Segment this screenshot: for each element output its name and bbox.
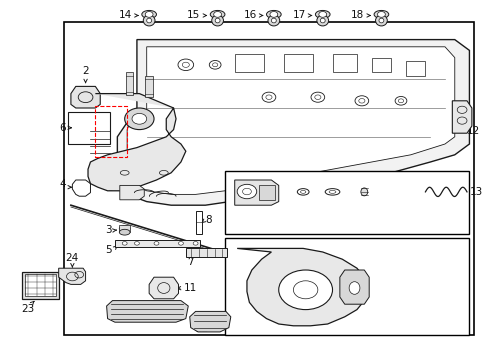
Text: 18: 18 bbox=[350, 10, 364, 21]
Circle shape bbox=[318, 12, 326, 17]
Circle shape bbox=[237, 184, 256, 199]
Polygon shape bbox=[120, 185, 144, 200]
Polygon shape bbox=[189, 311, 230, 332]
Circle shape bbox=[145, 12, 153, 17]
Text: 16: 16 bbox=[243, 10, 256, 21]
Ellipse shape bbox=[348, 282, 359, 294]
Circle shape bbox=[269, 12, 277, 17]
Bar bbox=[234, 54, 264, 72]
Bar bbox=[25, 274, 56, 296]
Ellipse shape bbox=[146, 18, 151, 23]
Text: 17: 17 bbox=[292, 10, 305, 21]
Bar bbox=[195, 211, 202, 234]
Polygon shape bbox=[237, 248, 366, 326]
Text: 13: 13 bbox=[468, 186, 482, 197]
Text: 4: 4 bbox=[60, 179, 66, 189]
Ellipse shape bbox=[119, 226, 130, 231]
Ellipse shape bbox=[266, 10, 281, 18]
Polygon shape bbox=[117, 40, 468, 205]
Circle shape bbox=[134, 242, 139, 245]
Circle shape bbox=[278, 270, 332, 310]
Bar bbox=[145, 76, 153, 97]
Text: 19: 19 bbox=[279, 186, 292, 197]
Ellipse shape bbox=[211, 15, 223, 26]
Bar bbox=[371, 58, 390, 72]
Text: 22: 22 bbox=[195, 324, 208, 334]
Polygon shape bbox=[234, 180, 278, 205]
Bar bbox=[224, 238, 468, 335]
Bar bbox=[115, 240, 200, 247]
Text: 7: 7 bbox=[187, 257, 194, 267]
Polygon shape bbox=[88, 94, 185, 191]
Circle shape bbox=[154, 242, 159, 245]
Bar bbox=[119, 225, 130, 232]
Text: 8: 8 bbox=[205, 215, 212, 225]
Polygon shape bbox=[451, 101, 471, 133]
Bar bbox=[125, 72, 133, 95]
Text: 24: 24 bbox=[65, 253, 79, 263]
Polygon shape bbox=[339, 270, 368, 304]
Bar bbox=[68, 112, 110, 144]
Circle shape bbox=[122, 242, 127, 245]
Circle shape bbox=[132, 113, 146, 124]
Bar bbox=[185, 248, 227, 257]
Text: 6: 6 bbox=[59, 123, 66, 133]
Ellipse shape bbox=[267, 15, 279, 26]
Text: 9: 9 bbox=[107, 183, 114, 193]
Bar bbox=[332, 54, 356, 72]
Polygon shape bbox=[127, 47, 454, 194]
Ellipse shape bbox=[119, 229, 130, 235]
Ellipse shape bbox=[142, 10, 156, 18]
Ellipse shape bbox=[320, 18, 325, 23]
Polygon shape bbox=[71, 86, 100, 108]
Bar bbox=[283, 54, 312, 72]
Circle shape bbox=[178, 242, 183, 245]
Ellipse shape bbox=[360, 188, 367, 196]
Polygon shape bbox=[59, 268, 85, 284]
Text: 2: 2 bbox=[82, 66, 89, 76]
Ellipse shape bbox=[271, 18, 276, 23]
Ellipse shape bbox=[315, 10, 329, 18]
Text: 10: 10 bbox=[300, 213, 313, 223]
Bar bbox=[63, 22, 473, 335]
Ellipse shape bbox=[378, 18, 383, 23]
Circle shape bbox=[213, 12, 221, 17]
Text: 15: 15 bbox=[187, 10, 200, 21]
Bar bbox=[259, 185, 274, 200]
Text: 23: 23 bbox=[21, 304, 35, 314]
Polygon shape bbox=[106, 301, 188, 322]
Text: 14: 14 bbox=[119, 10, 132, 21]
Ellipse shape bbox=[316, 15, 328, 26]
Text: 21: 21 bbox=[140, 310, 153, 320]
Bar bbox=[95, 106, 127, 157]
Circle shape bbox=[377, 12, 385, 17]
Circle shape bbox=[193, 242, 198, 245]
Text: 11: 11 bbox=[183, 283, 197, 293]
Text: 20: 20 bbox=[350, 186, 364, 197]
Ellipse shape bbox=[375, 15, 386, 26]
Ellipse shape bbox=[210, 10, 224, 18]
Text: 3: 3 bbox=[104, 225, 111, 235]
Ellipse shape bbox=[215, 18, 220, 23]
Text: 1: 1 bbox=[410, 186, 417, 197]
Ellipse shape bbox=[373, 10, 388, 18]
Bar bbox=[22, 272, 59, 299]
Text: 5: 5 bbox=[104, 245, 111, 255]
Bar bbox=[405, 61, 425, 76]
Ellipse shape bbox=[143, 15, 155, 26]
Text: 12: 12 bbox=[466, 126, 479, 136]
Bar bbox=[224, 171, 468, 234]
Circle shape bbox=[124, 108, 154, 130]
Polygon shape bbox=[149, 277, 178, 299]
